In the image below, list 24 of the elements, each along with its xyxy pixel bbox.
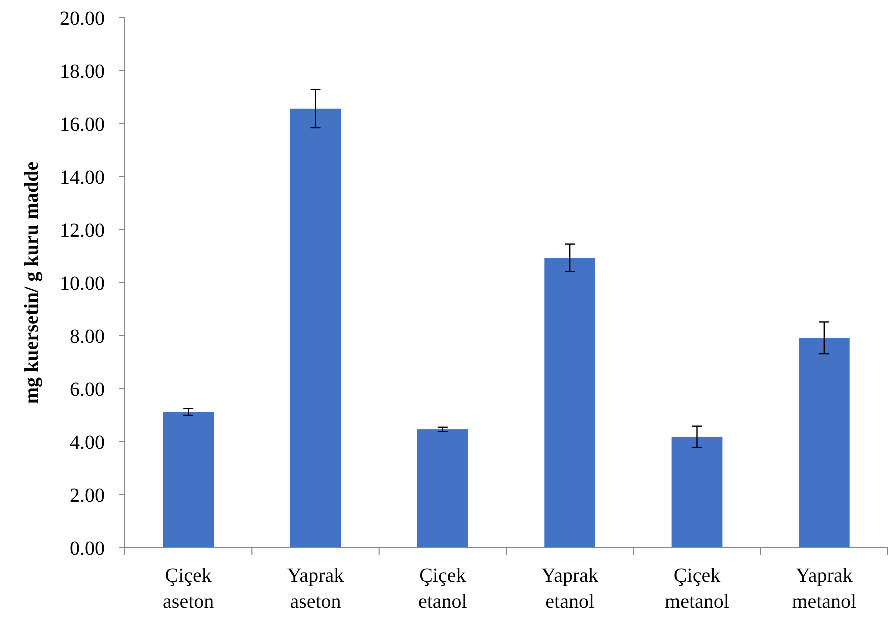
x-tick-label: Çiçek etanol [418,565,468,613]
y-tick-label: 16.00 [60,114,105,136]
bar [672,436,723,548]
y-axis-title: mg kuersetin/ g kuru madde [21,162,43,404]
x-tick-label: Yaprak etanol [542,565,599,613]
x-tick-label: Çiçek aseton [163,565,214,613]
y-tick-label: 6.00 [70,379,105,401]
y-tick-label: 4.00 [70,432,105,454]
y-tick-label: 12.00 [60,220,105,242]
y-tick-label: 8.00 [70,326,105,348]
x-tick-label: Yaprak aseton [287,565,344,613]
bar [544,258,596,548]
bar [163,412,214,548]
y-tick-label: 18.00 [60,61,105,83]
bar [798,338,850,548]
y-tick-label: 0.00 [70,538,105,560]
y-tick-label: 10.00 [60,273,105,295]
x-tick-label: Çiçek metanol [665,565,730,613]
y-tick-label: 2.00 [70,485,105,507]
bar [290,108,342,548]
bar [417,430,468,548]
y-tick-label: 20.00 [60,8,105,30]
y-tick-label: 14.00 [60,167,105,189]
x-tick-label: Yaprak metanol [792,565,858,613]
